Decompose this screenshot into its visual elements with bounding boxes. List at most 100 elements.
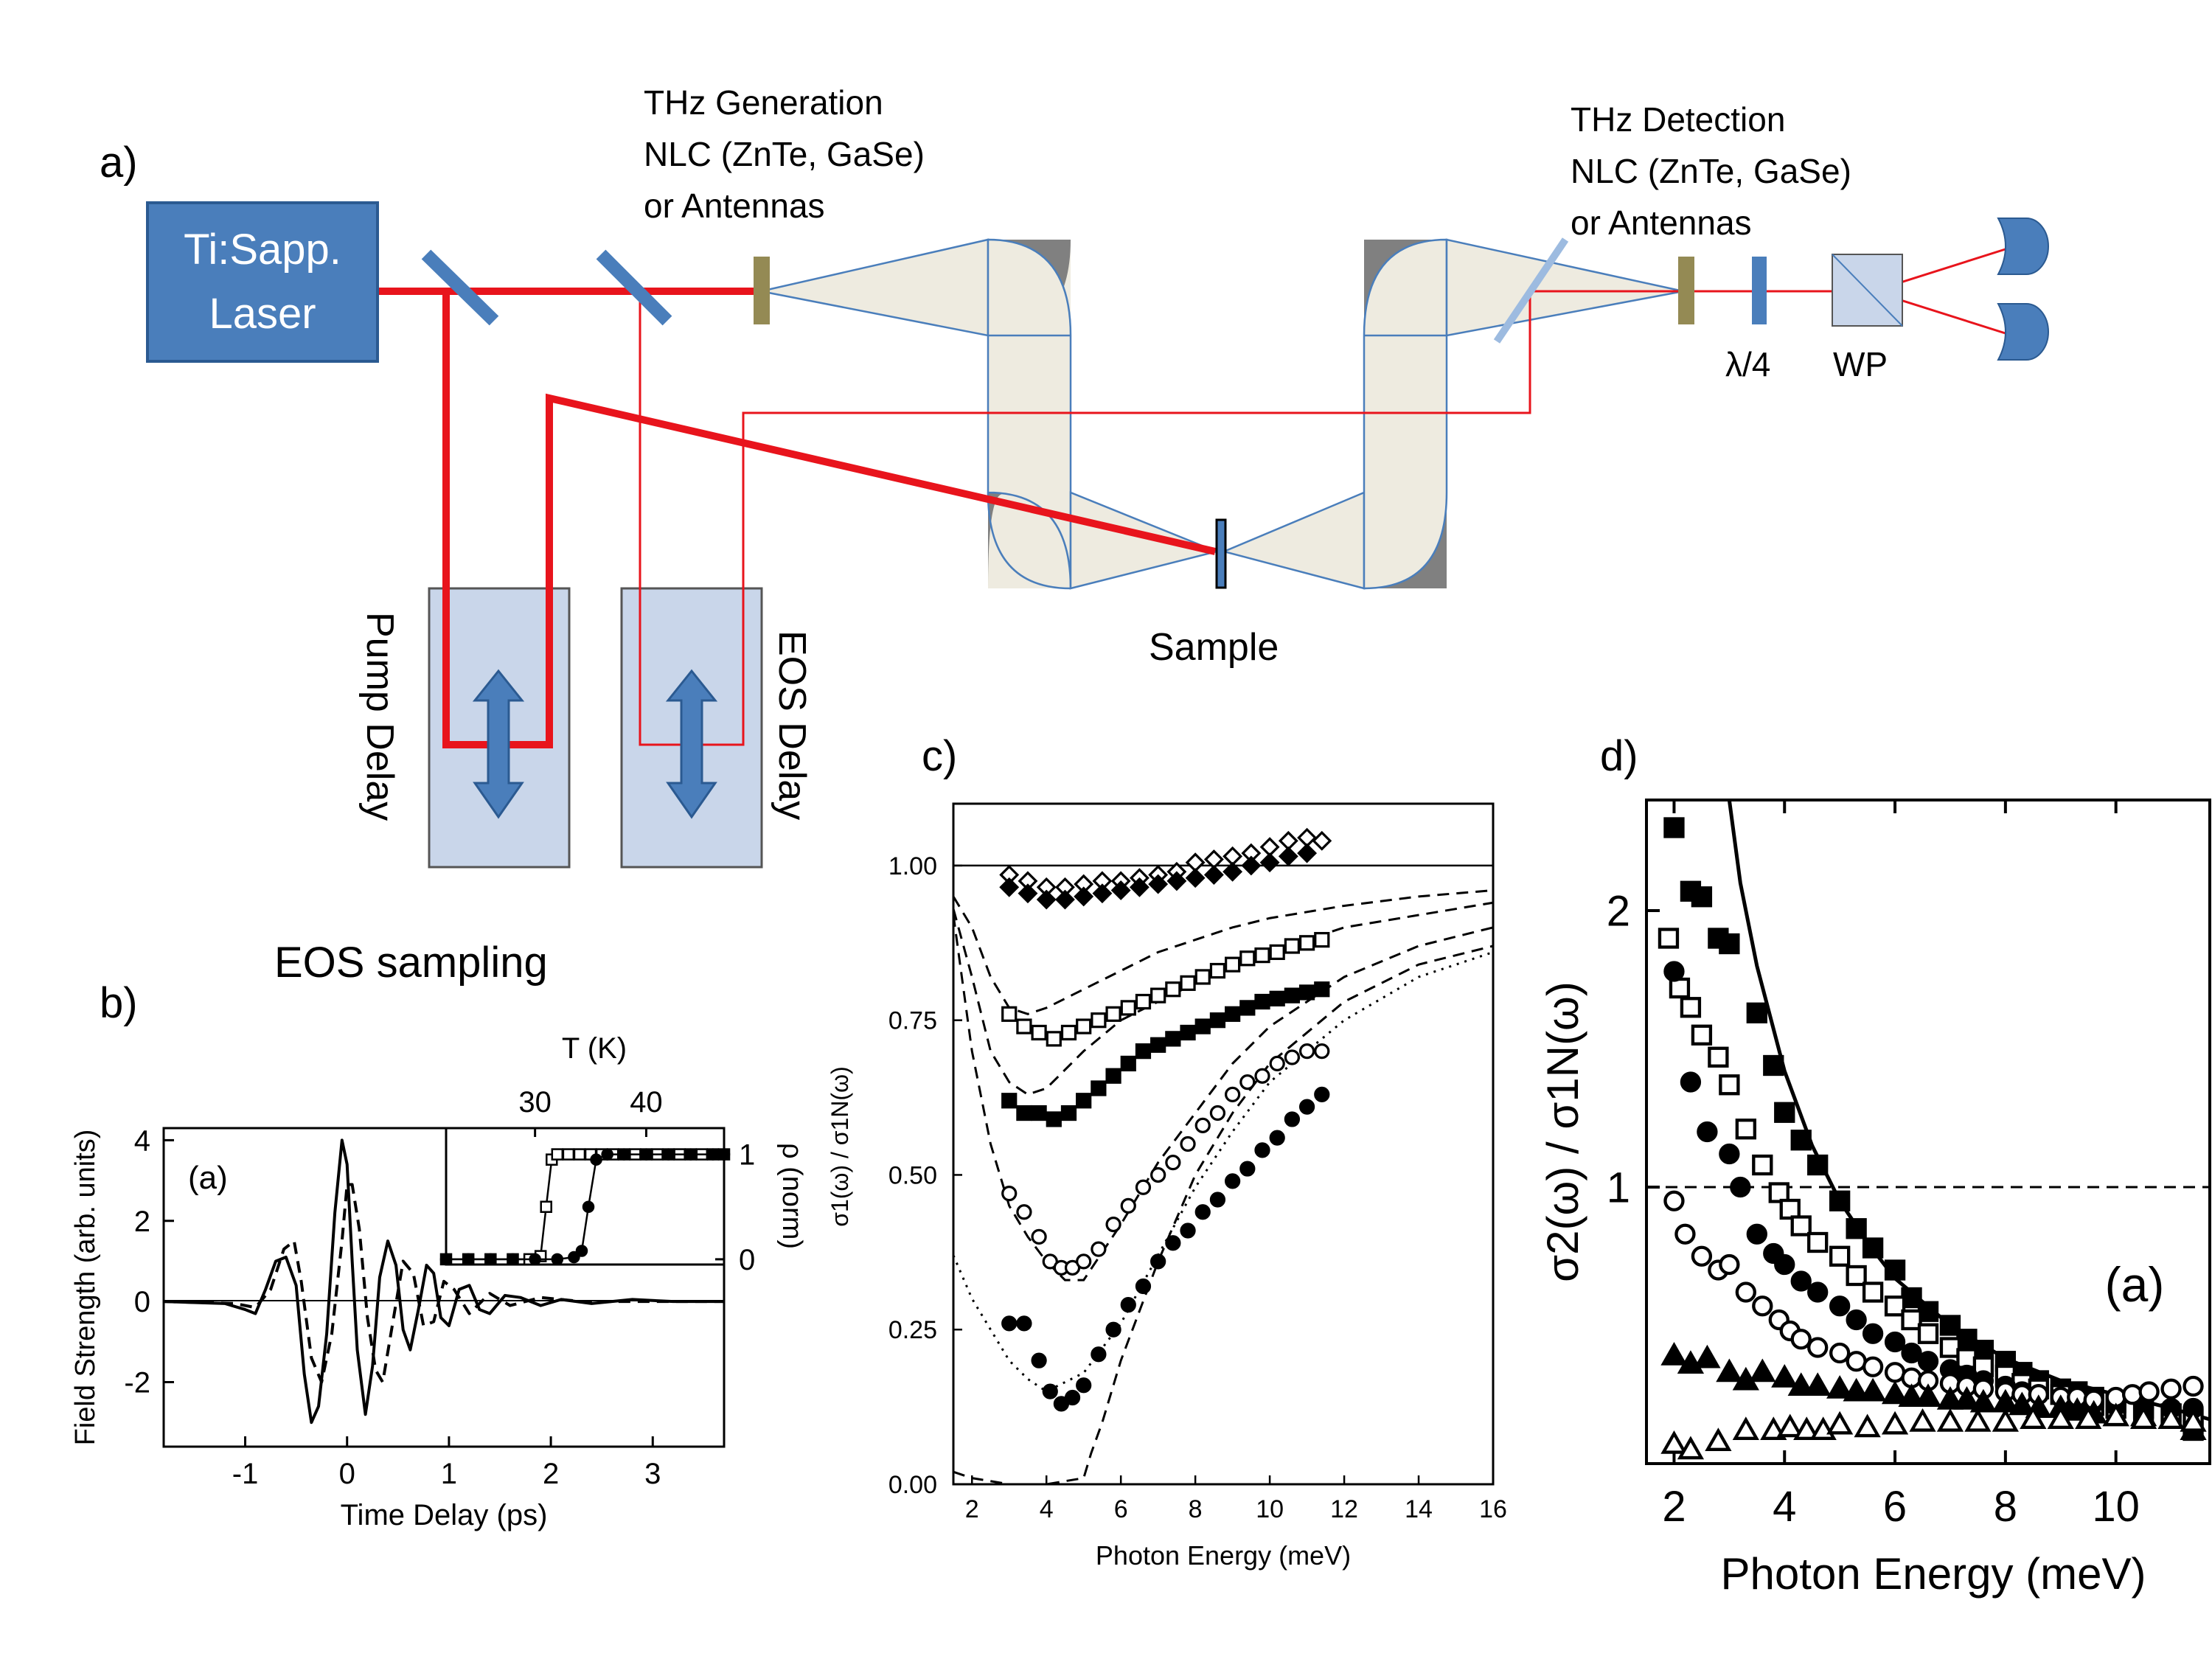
inset-point-filled circles (551, 1253, 564, 1266)
point-open circles (1001, 1186, 1018, 1202)
thz-detection-label-line1: THz Detection (1571, 100, 1785, 139)
point-filled diamonds (1036, 889, 1057, 910)
point-filled circles (1862, 1323, 1884, 1344)
point-open triangles (1776, 1413, 1804, 1438)
point-open squares (1314, 931, 1330, 948)
point-filled circles (1680, 1071, 1702, 1093)
inset-point-filled circles (582, 1200, 595, 1213)
point-filled squares (1298, 984, 1315, 1001)
point-filled squares (1016, 1105, 1032, 1121)
point-filled diamonds (1018, 883, 1038, 904)
wollaston-label: WP (1833, 345, 1888, 383)
point-open squares (1298, 935, 1315, 951)
point-filled circles (1901, 1342, 1922, 1364)
y-tick-label: 2 (134, 1206, 150, 1238)
inset-point-open squares (562, 1148, 575, 1161)
point-open squares (1862, 1281, 1884, 1303)
point-open circles (1735, 1281, 1756, 1303)
y-tick-label: 0.50 (888, 1161, 937, 1189)
probe-beam (639, 242, 2025, 746)
point-open triangles (1732, 1416, 1759, 1440)
point-filled diamonds (1259, 852, 1280, 873)
thz-beam-gen (760, 238, 990, 337)
point-filled circles (1076, 1377, 1092, 1394)
point-open circles (1790, 1329, 1812, 1350)
point-filled squares (1790, 1130, 1812, 1151)
point-filled squares (1829, 1190, 1851, 1211)
point-open circles (2160, 1378, 2182, 1399)
point-open triangles (2047, 1405, 2074, 1429)
point-open squares (1884, 1295, 1906, 1317)
point-filled triangles (1826, 1374, 1854, 1399)
point-open circles (1120, 1197, 1136, 1214)
point-open circles (2121, 1384, 2143, 1405)
y-tick-label: 4 (134, 1124, 150, 1157)
x-tick-label: 14 (1405, 1495, 1433, 1523)
point-filled diamonds (999, 877, 1020, 897)
inset-point-filled circles (575, 1245, 588, 1257)
panel-d-inner-label: (a) (2105, 1257, 2165, 1312)
point-open triangles (2157, 1405, 2185, 1429)
point-open squares (1691, 1024, 1713, 1046)
panel-c-y-ticks: 0.00 0.25 0.50 0.75 1.00 (888, 852, 962, 1499)
panel-c-x-ticks: 2 4 6 8 10 12 14 16 (965, 1475, 1507, 1523)
inset-point-filled circles (717, 1148, 731, 1161)
point-open triangles (1909, 1408, 1936, 1432)
point-filled circles (1180, 1222, 1196, 1239)
panel-b-y-axis-label: Field Strength (arb. units) (70, 1130, 101, 1446)
x-tick-label: 12 (1330, 1495, 1358, 1523)
model-curve-dashed (952, 901, 1494, 1096)
x-tick-label: 6 (1114, 1495, 1128, 1523)
point-open circles (1194, 1117, 1211, 1133)
point-filled diamonds (1203, 865, 1224, 885)
inset-point-filled circles (462, 1253, 475, 1266)
panel-a-setup: a) (100, 83, 2049, 869)
point-open diamonds (1312, 830, 1332, 851)
photodiode-bottom-icon (1997, 303, 2049, 361)
panel-b-inset-y-axis-label: ρ (norm) (776, 1143, 807, 1249)
point-filled triangles (1787, 1372, 1815, 1396)
point-filled squares (1031, 1105, 1047, 1121)
x-tick-label: 8 (1189, 1495, 1203, 1523)
y-tick-label: 0.25 (888, 1316, 937, 1344)
laser-label-line2: Laser (209, 290, 316, 338)
point-filled squares (1076, 1093, 1092, 1109)
point-filled squares (1239, 1000, 1256, 1016)
point-open squares (1060, 1024, 1077, 1041)
x-tick-label: 2 (543, 1458, 559, 1490)
panel-b-label: b) (100, 979, 138, 1027)
point-open triangles (2129, 1405, 2157, 1429)
x-tick-label: 10 (1256, 1495, 1284, 1523)
y-tick-label: 0.75 (888, 1007, 937, 1035)
point-filled circles (1746, 1223, 1767, 1245)
point-open squares (1658, 928, 1680, 949)
inset-point-open squares (551, 1148, 564, 1161)
point-open triangles (2102, 1402, 2129, 1427)
point-filled circles (1917, 1351, 1939, 1372)
panel-d-label: d) (1600, 732, 1638, 780)
point-filled squares (1001, 1093, 1018, 1109)
point-open circles (1254, 1068, 1270, 1084)
point-open squares (1752, 1154, 1773, 1176)
inset-point-filled circles (684, 1148, 698, 1161)
point-filled diamonds (1185, 868, 1206, 888)
point-open squares (1790, 1215, 1812, 1237)
point-filled circles (1269, 1130, 1285, 1146)
point-filled squares (1269, 990, 1285, 1006)
point-filled circles (1284, 1111, 1301, 1127)
pump-delay-label: Pump Delay (358, 612, 401, 821)
point-open triangles (2020, 1405, 2047, 1429)
panel-c-x-axis-label: Photon Energy (meV) (1096, 1540, 1351, 1571)
model-curve-solid (1727, 799, 2211, 1422)
sample-plate (1215, 518, 1227, 589)
point-filled circles (1254, 1142, 1270, 1158)
beam-splitter-1 (421, 249, 499, 326)
inset-point-filled circles (507, 1253, 519, 1266)
point-filled triangles (1881, 1380, 1909, 1405)
inset-point-open squares (540, 1200, 552, 1213)
inset-point-filled circles (706, 1148, 720, 1161)
y-tick-label: 0 (134, 1286, 150, 1318)
beam-splitter-2 (596, 249, 672, 326)
